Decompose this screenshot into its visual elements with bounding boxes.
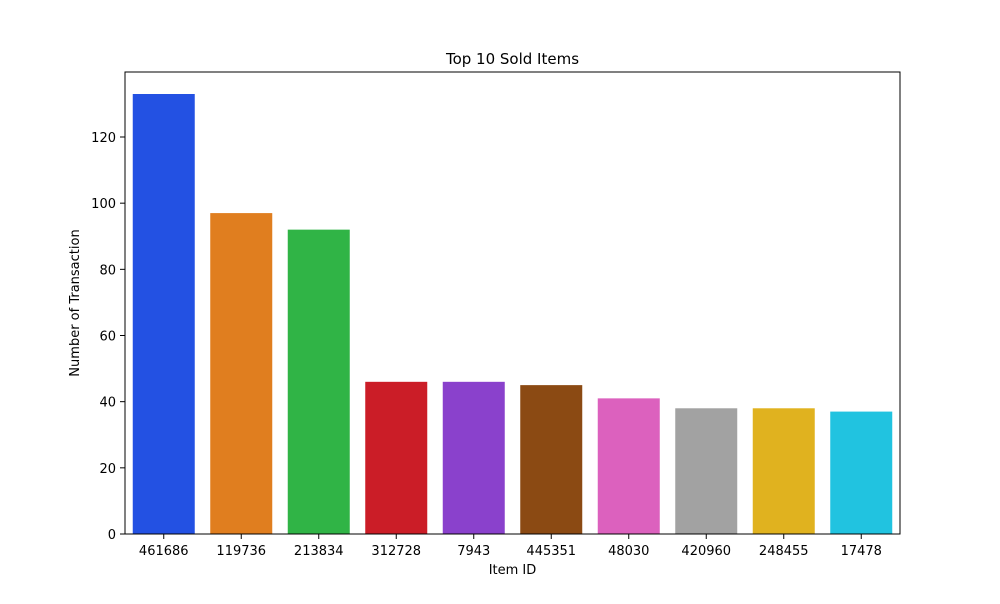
x-axis-label: Item ID: [489, 563, 537, 578]
y-tick-label: 100: [91, 197, 116, 212]
x-tick-label: 445351: [526, 544, 576, 559]
x-tick-label: 7943: [457, 544, 490, 559]
chart-title: Top 10 Sold Items: [445, 50, 579, 68]
bar-461686: [132, 94, 195, 534]
x-tick-label: 17478: [841, 544, 882, 559]
y-tick-label: 60: [99, 330, 116, 345]
bar-248455: [752, 408, 815, 534]
x-tick-label: 312728: [371, 544, 421, 559]
x-tick-label: 461686: [139, 544, 189, 559]
y-tick-label: 0: [108, 528, 116, 543]
bar-17478: [830, 411, 893, 534]
bar-7943: [442, 381, 505, 534]
y-tick-label: 120: [91, 131, 116, 146]
y-tick-label: 40: [99, 396, 116, 411]
y-tick-label: 80: [99, 263, 116, 278]
bar-445351: [520, 385, 583, 534]
bar-420960: [675, 408, 738, 534]
bar-312728: [365, 381, 428, 534]
x-tick-label: 119736: [216, 544, 266, 559]
x-tick-label: 48030: [608, 544, 649, 559]
plot-frame: [124, 71, 901, 535]
x-tick-label: 213834: [294, 544, 344, 559]
bar-213834: [287, 229, 350, 534]
plot-area: 461686 119736 213834 312728 7943 445351 48030 4…: [91, 94, 893, 559]
bar-48030: [597, 398, 660, 534]
bar-119736: [210, 213, 273, 534]
x-tick-label: 248455: [759, 544, 809, 559]
y-axis-label: Number of Transaction: [68, 229, 83, 376]
x-tick-label: 420960: [681, 544, 731, 559]
y-tick-label: 20: [99, 462, 116, 477]
